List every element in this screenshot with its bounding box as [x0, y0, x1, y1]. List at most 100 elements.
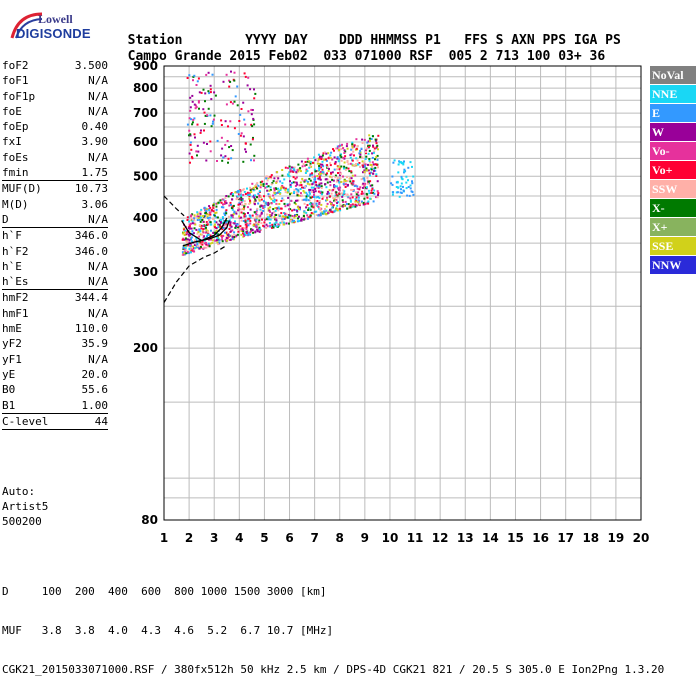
echo-point — [243, 227, 246, 230]
echo-point — [212, 210, 215, 213]
echo-point — [205, 213, 208, 216]
echo-point — [231, 216, 234, 219]
logo-arc-icon — [10, 12, 43, 39]
echo-point — [253, 200, 256, 203]
echo-point — [375, 196, 377, 199]
echo-point — [272, 226, 275, 229]
echo-point — [342, 189, 345, 192]
echo-point — [255, 210, 258, 213]
echo-point — [209, 150, 212, 153]
val-ffs: 005 — [448, 49, 473, 64]
param-label: B0 — [2, 383, 16, 397]
echo-point — [222, 203, 224, 206]
echo-point — [233, 79, 236, 82]
echo-point — [358, 162, 361, 164]
echo-point — [190, 214, 193, 217]
echo-point — [365, 147, 368, 150]
echo-point — [323, 158, 326, 161]
echo-point — [356, 201, 359, 204]
param-value: 1.00 — [81, 398, 109, 412]
echo-point — [195, 237, 198, 240]
echo-point — [367, 146, 370, 149]
echo-point — [244, 203, 247, 206]
echo-point — [361, 164, 364, 167]
echo-point — [265, 223, 268, 226]
echo-point — [400, 188, 402, 191]
echo-point — [284, 212, 286, 215]
echo-point — [212, 231, 215, 234]
echo-point — [285, 222, 288, 225]
echo-point — [269, 218, 272, 221]
echo-point — [343, 192, 346, 195]
echo-point — [229, 223, 232, 226]
echo-point — [228, 228, 231, 230]
echo-point — [186, 238, 189, 241]
echo-point — [307, 217, 309, 220]
echo-point — [195, 150, 198, 153]
echo-point — [191, 222, 194, 225]
echo-point — [306, 214, 309, 217]
echo-point — [237, 230, 240, 233]
param-row: yE 20.0 — [2, 367, 108, 382]
echo-point — [240, 219, 243, 222]
echo-point — [261, 180, 264, 183]
y-tick-label: 700 — [133, 106, 158, 120]
param-label: C-level — [2, 414, 49, 428]
param-row: yF1 N/A — [2, 352, 108, 367]
echo-point — [251, 125, 254, 128]
echo-point — [289, 168, 292, 171]
echo-point — [244, 148, 247, 151]
echo-point — [287, 167, 289, 170]
echo-point — [245, 228, 248, 230]
echo-point — [220, 136, 223, 139]
x-tick-label: 19 — [608, 531, 625, 545]
echo-point — [297, 217, 299, 220]
echo-point — [243, 72, 246, 75]
echo-point — [335, 208, 338, 211]
x-tick-label: 6 — [285, 531, 293, 545]
echo-point — [191, 220, 194, 223]
echo-point — [222, 234, 225, 237]
val-p1: RSF — [409, 49, 433, 64]
echo-point — [258, 230, 261, 233]
echo-point — [269, 216, 272, 219]
echo-point — [363, 169, 366, 172]
echo-point — [212, 118, 215, 121]
echo-point — [330, 192, 333, 195]
echo-point — [320, 187, 323, 189]
echo-point — [240, 201, 243, 204]
echo-point — [188, 129, 191, 132]
echo-point — [208, 210, 211, 213]
echo-point — [275, 225, 278, 228]
echo-point — [221, 198, 224, 201]
echo-point — [360, 192, 363, 195]
echo-point — [349, 200, 352, 203]
echo-point — [208, 216, 211, 219]
echo-point — [326, 196, 328, 199]
echo-point — [207, 233, 210, 236]
echo-point — [325, 209, 328, 212]
hdr-day: DAY — [284, 33, 308, 48]
echo-point — [290, 218, 292, 221]
echo-point — [193, 133, 196, 136]
echo-point — [260, 204, 263, 207]
echo-point — [224, 200, 227, 203]
echo-point — [342, 201, 345, 203]
echo-point — [305, 206, 308, 209]
echo-point — [324, 158, 327, 161]
echo-point — [350, 153, 353, 156]
echo-point — [303, 218, 306, 221]
echo-point — [194, 136, 196, 139]
echo-point — [227, 125, 229, 128]
echo-point — [247, 193, 249, 196]
echo-point — [351, 145, 354, 148]
echo-point — [215, 233, 218, 235]
header-row-values: Campo Grande 2015 Feb02 033 071000 RSF 0… — [112, 34, 606, 64]
echo-point — [310, 186, 313, 189]
echo-point — [403, 170, 406, 173]
echo-point — [333, 185, 336, 188]
echo-point — [222, 80, 225, 83]
echo-point — [282, 199, 285, 202]
echo-point — [336, 201, 338, 204]
echo-point — [308, 188, 311, 191]
